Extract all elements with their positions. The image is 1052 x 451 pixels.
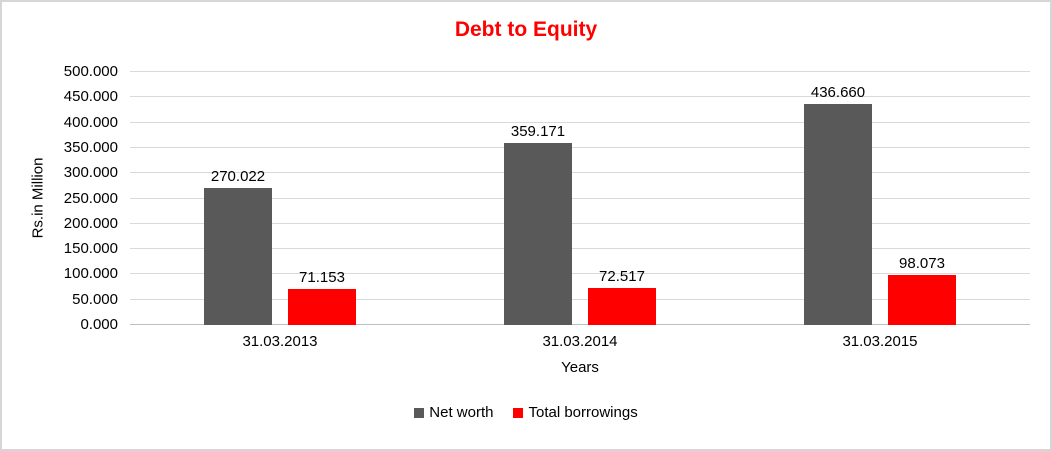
bar-wrap-total-borrowings: 72.517 [588, 72, 656, 325]
x-category-label: 31.03.2013 [242, 333, 318, 350]
legend-swatch-icon [513, 407, 524, 418]
gridline [130, 222, 1030, 224]
bar-group: 359.171 72.517 [430, 72, 730, 325]
data-label: 436.660 [810, 84, 866, 102]
y-tick-label: 450.000 [63, 88, 118, 106]
legend-swatch-icon [414, 407, 425, 418]
y-axis-tick-labels: 0.000 50.000 100.000 150.000 200.000 250.000 3… [2, 63, 118, 333]
y-tick-label: 500.000 [63, 63, 118, 80]
y-tick-label: 250.000 [63, 189, 118, 207]
x-category-labels: 31.03.2013 31.03.2014 31.03.2015 [130, 333, 1030, 350]
data-label: 72.517 [599, 268, 645, 286]
bar-wrap-net-worth: 270.022 [204, 72, 272, 325]
gridline [130, 273, 1030, 275]
chart-title: Debt to Equity [454, 18, 598, 41]
y-tick-label: 350.000 [63, 138, 118, 156]
bar-net-worth [804, 104, 872, 325]
gridline [130, 248, 1030, 250]
bar-group: 270.022 71.153 [130, 72, 430, 325]
legend-label: Total borrowings [528, 404, 638, 421]
y-tick-label: 300.000 [63, 164, 118, 182]
bar-total-borrowings [588, 288, 656, 325]
bar-wrap-net-worth: 359.171 [504, 72, 572, 325]
gridline [130, 121, 1030, 123]
plot-area: 270.022 71.153 359.171 72.517 436.660 98.073 [130, 71, 1030, 325]
x-axis-title: Years [561, 359, 599, 376]
bar-wrap-net-worth: 436.660 [804, 72, 872, 325]
y-tick-label: 50.000 [72, 290, 118, 308]
bar-wrap-total-borrowings: 98.073 [888, 72, 956, 325]
x-category-label: 31.03.2015 [842, 333, 918, 350]
bar-net-worth [504, 143, 572, 325]
gridlines [130, 71, 1030, 325]
gridline [130, 146, 1030, 148]
gridline [130, 197, 1030, 199]
data-label: 98.073 [899, 255, 945, 273]
bar-wrap-total-borrowings: 71.153 [288, 72, 356, 325]
bar-total-borrowings [888, 275, 956, 325]
x-axis-line [130, 324, 1030, 325]
legend-item-total-borrowings: Total borrowings [513, 404, 638, 421]
gridline [130, 96, 1030, 98]
gridline [130, 71, 1030, 72]
y-tick-label: 200.000 [63, 214, 118, 232]
data-label: 71.153 [299, 269, 345, 286]
data-label: 270.022 [210, 168, 266, 186]
x-category-label: 31.03.2014 [542, 333, 618, 350]
legend-item-net-worth: Net worth [414, 404, 493, 421]
gridline [130, 172, 1030, 174]
legend-label: Net worth [429, 404, 494, 421]
bar-group: 436.660 98.073 [730, 72, 1030, 325]
y-tick-label: 400.000 [63, 113, 118, 131]
data-label: 359.171 [510, 123, 566, 141]
gridline [130, 298, 1030, 300]
legend: Net worth Total borrowings [2, 404, 1050, 421]
bar-net-worth [204, 188, 272, 325]
y-tick-label: 100.000 [63, 265, 118, 283]
bar-total-borrowings [288, 289, 356, 325]
y-tick-label: 0.000 [80, 316, 118, 333]
y-tick-label: 150.000 [63, 240, 118, 258]
bar-groups: 270.022 71.153 359.171 72.517 436.660 98.073 [130, 72, 1030, 325]
